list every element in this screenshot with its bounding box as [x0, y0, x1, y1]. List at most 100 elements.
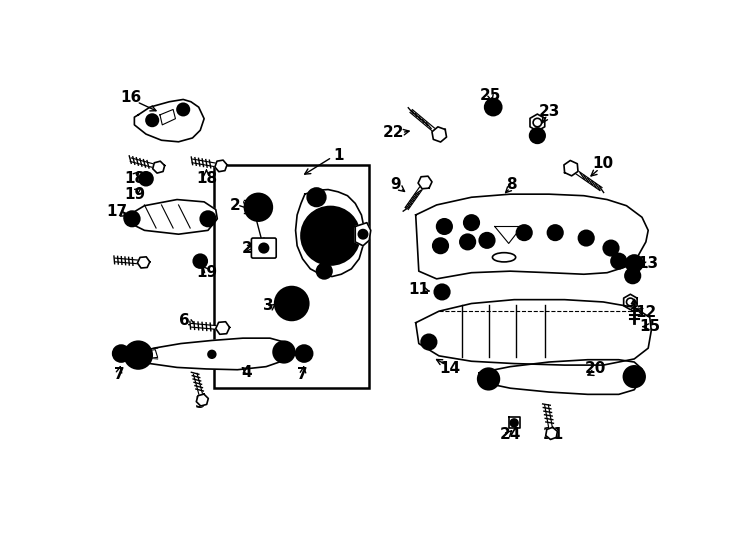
Circle shape [113, 345, 130, 362]
Polygon shape [564, 160, 578, 176]
Text: 17: 17 [106, 204, 127, 219]
Circle shape [479, 233, 495, 248]
Circle shape [278, 347, 289, 357]
Text: 23: 23 [538, 104, 560, 118]
Circle shape [244, 193, 272, 221]
Text: 5: 5 [195, 396, 206, 411]
Text: 2: 2 [230, 198, 241, 213]
Text: 3: 3 [263, 298, 274, 313]
Circle shape [437, 219, 452, 234]
Circle shape [510, 419, 518, 427]
Text: 6: 6 [179, 313, 190, 328]
Circle shape [259, 244, 269, 253]
Circle shape [193, 254, 207, 268]
Polygon shape [216, 322, 230, 334]
Polygon shape [124, 200, 217, 234]
Circle shape [611, 253, 627, 269]
Text: 14: 14 [439, 361, 460, 376]
Circle shape [208, 350, 216, 358]
Text: 9: 9 [390, 177, 401, 192]
Polygon shape [415, 194, 648, 279]
Circle shape [275, 287, 309, 320]
Text: 10: 10 [592, 156, 614, 171]
Circle shape [484, 99, 502, 116]
Circle shape [483, 374, 494, 384]
Circle shape [435, 284, 450, 300]
Text: 18: 18 [124, 171, 145, 186]
Polygon shape [215, 160, 227, 172]
FancyBboxPatch shape [252, 238, 276, 258]
Circle shape [301, 206, 360, 265]
Text: 25: 25 [480, 88, 501, 103]
Text: 21: 21 [542, 427, 564, 442]
Circle shape [139, 172, 153, 186]
Circle shape [313, 219, 347, 253]
Polygon shape [546, 427, 557, 440]
Bar [214, 165, 369, 388]
Polygon shape [432, 127, 446, 142]
Text: 1: 1 [333, 148, 344, 163]
Circle shape [358, 230, 368, 239]
Circle shape [433, 238, 448, 253]
Text: 19: 19 [124, 187, 145, 201]
Text: 18: 18 [196, 171, 217, 186]
Circle shape [316, 264, 332, 279]
Text: 7: 7 [114, 367, 124, 382]
Circle shape [146, 114, 159, 126]
Polygon shape [153, 161, 164, 173]
Circle shape [124, 211, 139, 226]
Polygon shape [624, 294, 637, 309]
Circle shape [284, 296, 299, 311]
Polygon shape [479, 360, 642, 394]
Polygon shape [139, 350, 158, 359]
Circle shape [255, 204, 262, 211]
Text: 15: 15 [639, 319, 661, 334]
Text: 7: 7 [297, 367, 308, 382]
Circle shape [629, 372, 639, 382]
Polygon shape [131, 338, 287, 370]
Polygon shape [530, 114, 545, 131]
Circle shape [478, 368, 499, 390]
Circle shape [296, 345, 313, 362]
Circle shape [308, 188, 326, 206]
Text: 2: 2 [241, 240, 252, 255]
Circle shape [548, 225, 563, 240]
Circle shape [280, 291, 304, 316]
Text: 19: 19 [196, 265, 217, 280]
Circle shape [464, 215, 479, 231]
Polygon shape [137, 257, 150, 268]
Circle shape [250, 199, 267, 215]
Circle shape [623, 366, 645, 387]
Polygon shape [415, 300, 651, 365]
Polygon shape [509, 417, 520, 428]
Text: 20: 20 [585, 361, 606, 376]
Circle shape [625, 268, 641, 284]
Circle shape [200, 211, 216, 226]
Text: 13: 13 [638, 256, 658, 271]
Circle shape [273, 341, 295, 363]
Text: 4: 4 [241, 365, 252, 380]
Circle shape [578, 231, 594, 246]
Circle shape [312, 193, 321, 202]
Circle shape [625, 255, 643, 272]
Polygon shape [196, 394, 208, 406]
Circle shape [124, 341, 152, 369]
Text: 12: 12 [635, 305, 656, 320]
Circle shape [320, 267, 328, 275]
Polygon shape [418, 176, 432, 189]
Circle shape [530, 128, 545, 143]
Polygon shape [160, 110, 175, 125]
Circle shape [517, 225, 532, 240]
Text: 11: 11 [408, 282, 429, 297]
Circle shape [131, 347, 146, 363]
Text: 8: 8 [506, 177, 517, 192]
Circle shape [603, 240, 619, 256]
Polygon shape [355, 222, 371, 246]
Polygon shape [134, 99, 204, 142]
Circle shape [421, 334, 437, 350]
Polygon shape [296, 190, 365, 276]
Text: 16: 16 [120, 90, 141, 105]
Circle shape [177, 103, 189, 116]
Text: 22: 22 [383, 125, 404, 140]
Text: 24: 24 [500, 427, 521, 442]
